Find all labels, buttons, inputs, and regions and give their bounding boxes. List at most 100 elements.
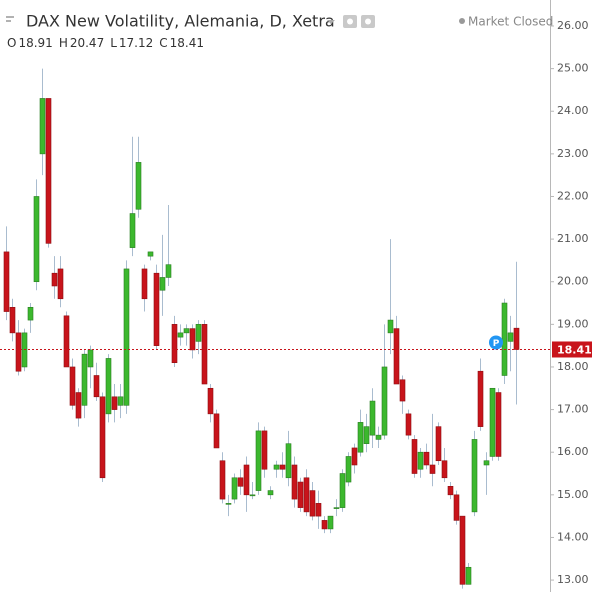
y-tick-label: 15.00	[557, 488, 589, 501]
candle-body	[375, 434, 382, 440]
candle-body	[483, 460, 490, 466]
candle-body	[465, 566, 472, 585]
candle-body	[435, 426, 442, 462]
candle-body	[387, 319, 394, 334]
candle-body	[39, 98, 46, 155]
candle-body	[507, 332, 514, 342]
ohlc-key: H	[59, 36, 68, 50]
ohlc-value: 18.91	[18, 36, 52, 50]
y-tick-label: 13.00	[557, 573, 589, 586]
candle-body	[99, 396, 106, 479]
candle-body	[243, 464, 250, 496]
y-tick-label: 25.00	[557, 62, 589, 75]
ohlc-key: L	[110, 36, 117, 50]
y-tick-label: 16.00	[557, 445, 589, 458]
candle-body	[219, 460, 226, 500]
title-icon	[6, 16, 14, 22]
candle-body	[9, 306, 16, 334]
candle-body	[237, 477, 244, 487]
plot-area: P	[0, 68, 550, 589]
candle-body	[411, 439, 418, 474]
candle-body	[291, 464, 298, 500]
candle-body	[393, 328, 400, 385]
ohlc-value: 18.41	[170, 36, 204, 50]
dropdown-arrow	[327, 20, 335, 24]
candle-body	[489, 387, 496, 457]
y-tick-label: 21.00	[557, 232, 589, 245]
candle-body	[255, 430, 262, 491]
candle-body	[327, 515, 334, 530]
candle-body	[405, 413, 412, 436]
candle-body	[303, 477, 310, 513]
candle-body	[213, 413, 220, 449]
candle-body	[231, 477, 238, 500]
last-price-box	[552, 341, 592, 358]
candle-body	[315, 503, 322, 517]
candle-body	[159, 277, 166, 291]
candle-body	[321, 520, 328, 530]
candle-body	[417, 451, 424, 470]
y-tick-label: 20.00	[557, 275, 589, 288]
ohlc-value: 20.47	[70, 36, 104, 50]
candle-body	[117, 396, 124, 406]
candle-body	[261, 430, 268, 470]
candle-body	[69, 366, 76, 406]
candle-body	[183, 328, 190, 334]
candle-body	[423, 451, 430, 466]
chart-title: DAX New Volatility, Alemania, D, Xetra	[26, 12, 335, 31]
candle-body	[309, 490, 316, 517]
candle-body	[147, 251, 154, 257]
candle-body	[453, 494, 460, 521]
ohlc-value: 17.12	[119, 36, 153, 50]
candle-body	[495, 392, 502, 457]
candle-body	[189, 328, 196, 351]
marker-icon	[489, 335, 503, 350]
candle-body	[351, 447, 358, 466]
candle-body	[471, 439, 478, 513]
ohlc-key: O	[7, 36, 16, 50]
ohlc-legend: O 18.91 H 20.47 L 17.12 C 18.41	[7, 36, 204, 50]
candle-body	[63, 315, 70, 368]
candle-body	[501, 302, 508, 376]
candle-body	[273, 464, 280, 470]
candle-body	[429, 464, 436, 474]
candle-body	[333, 507, 340, 509]
y-tick-label: 18.00	[557, 360, 589, 373]
candle-body	[51, 272, 58, 287]
candle-body	[339, 473, 346, 508]
candle-body	[33, 196, 40, 283]
candle-body	[399, 379, 406, 402]
candle-body	[123, 268, 130, 406]
candle-body	[369, 400, 376, 436]
market-status: Market Closed	[468, 15, 553, 29]
candle-body	[129, 213, 136, 248]
candle-body	[75, 392, 82, 419]
y-tick-label: 22.00	[557, 189, 589, 202]
candle-body	[285, 443, 292, 479]
candle-body	[363, 426, 370, 444]
candle-body	[141, 268, 148, 300]
y-tick-label: 26.00	[557, 19, 589, 32]
candle-body	[87, 349, 94, 368]
candle-body	[165, 264, 172, 278]
candle-body	[381, 366, 388, 436]
candle-body	[171, 324, 178, 364]
candle-body	[177, 332, 184, 338]
y-tick-label: 24.00	[557, 104, 589, 117]
candle-body	[45, 98, 52, 244]
candle-body	[279, 464, 286, 470]
price-axis: 13.00 14.00 15.00 16.00 17.00 18.00 19.00 20.00…	[550, 19, 592, 586]
candle-body	[3, 251, 10, 312]
last-price-label: 18.41	[557, 343, 592, 356]
candle-body	[93, 375, 100, 398]
candle-body	[153, 272, 160, 346]
candle-body	[207, 387, 214, 415]
candle-body	[225, 503, 232, 505]
y-tick-label: 14.00	[557, 530, 589, 543]
candle-body	[441, 460, 448, 479]
ohlc-key: C	[159, 36, 167, 50]
candle-body	[27, 306, 34, 321]
y-tick-label: 23.00	[557, 147, 589, 160]
candle-body	[111, 396, 118, 410]
